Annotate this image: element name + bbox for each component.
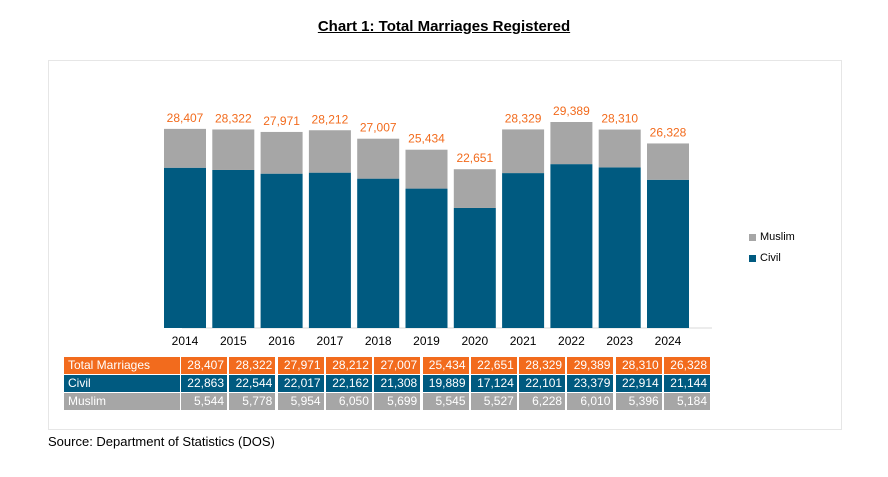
table-cell-civil-2021: 22,101 xyxy=(518,375,566,392)
bar-muslim-2022 xyxy=(550,122,593,165)
table-cell-muslim-2019: 5,545 xyxy=(421,393,469,410)
bar-civil-2022 xyxy=(550,164,593,328)
table-cell-muslim-2018: 5,699 xyxy=(373,393,421,410)
bar-civil-2020 xyxy=(453,207,496,328)
table-cell-muslim-2020: 5,527 xyxy=(469,393,517,410)
table-cell-civil-2014: 22,863 xyxy=(180,375,227,392)
legend-item-civil: Civil xyxy=(749,252,781,264)
table-cell-muslim-2017: 6,050 xyxy=(324,393,372,410)
total-data-label-2019: 25,434 xyxy=(408,132,445,146)
x-tick-label-2015: 2015 xyxy=(220,334,247,348)
bar-civil-2014 xyxy=(164,167,206,328)
table-cell-civil-2017: 22,162 xyxy=(324,375,372,392)
legend-swatch-civil xyxy=(749,254,756,262)
x-tick-label-2020: 2020 xyxy=(461,334,488,348)
legend-swatch-muslim xyxy=(749,233,756,241)
table-cell-muslim-2024: 5,184 xyxy=(663,393,710,410)
table-cell-total-2019: 25,434 xyxy=(421,357,469,374)
bar-muslim-2021 xyxy=(502,129,545,174)
table-cell-total-2020: 22,651 xyxy=(469,357,517,374)
table-cell-civil-2015: 22,544 xyxy=(228,375,276,392)
table-cell-total-2021: 28,329 xyxy=(518,357,566,374)
bar-muslim-2014 xyxy=(164,128,206,168)
table-cell-total-2017: 28,212 xyxy=(324,357,372,374)
bar-muslim-2015 xyxy=(212,129,255,170)
legend-item-muslim: Muslim xyxy=(749,231,795,243)
table-cell-muslim-2021: 6,228 xyxy=(518,393,566,410)
legend-label-civil: Civil xyxy=(760,252,781,264)
x-tick-label-2022: 2022 xyxy=(558,334,585,348)
x-tick-label-2014: 2014 xyxy=(172,334,199,348)
total-data-label-2018: 27,007 xyxy=(360,121,397,135)
table-cell-civil-2023: 22,914 xyxy=(614,375,662,392)
source-note: Source: Department of Statistics (DOS) xyxy=(48,434,275,449)
table-cell-total-2024: 26,328 xyxy=(663,357,710,374)
table-cell-civil-2019: 19,889 xyxy=(421,375,469,392)
table-row-label-civil: Civil xyxy=(64,375,180,392)
total-data-label-2024: 26,328 xyxy=(650,125,687,139)
bar-muslim-2018 xyxy=(357,138,400,179)
x-tick-label-2016: 2016 xyxy=(268,334,295,348)
bar-civil-2021 xyxy=(502,173,545,328)
table-cell-civil-2016: 22,017 xyxy=(276,375,324,392)
total-data-label-2022: 29,389 xyxy=(553,104,590,118)
bar-muslim-2016 xyxy=(260,131,303,174)
total-data-label-2016: 27,971 xyxy=(263,114,300,128)
table-cell-muslim-2022: 6,010 xyxy=(566,393,614,410)
x-tick-label-2023: 2023 xyxy=(606,334,633,348)
bar-muslim-2023 xyxy=(598,129,641,168)
bar-civil-2016 xyxy=(260,173,303,328)
table-cell-civil-2024: 21,144 xyxy=(663,375,710,392)
table-cell-total-2022: 29,389 xyxy=(566,357,614,374)
chart-title: Chart 1: Total Marriages Registered xyxy=(317,18,571,35)
table-cell-total-2018: 27,007 xyxy=(373,357,421,374)
total-data-label-2021: 28,329 xyxy=(505,111,542,125)
bar-civil-2017 xyxy=(308,172,351,328)
table-row-label-total: Total Marriages xyxy=(64,357,180,374)
total-data-label-2023: 28,310 xyxy=(601,112,638,126)
x-tick-label-2024: 2024 xyxy=(655,334,682,348)
table-cell-muslim-2014: 5,544 xyxy=(180,393,227,410)
bar-civil-2018 xyxy=(357,178,400,328)
total-data-label-2020: 22,651 xyxy=(456,151,493,165)
x-tick-label-2021: 2021 xyxy=(510,334,537,348)
bar-civil-2015 xyxy=(212,169,255,328)
table-cell-total-2023: 28,310 xyxy=(614,357,662,374)
total-data-label-2015: 28,322 xyxy=(215,111,252,125)
x-tick-label-2017: 2017 xyxy=(317,334,344,348)
total-data-label-2014: 28,407 xyxy=(167,111,204,125)
bar-muslim-2019 xyxy=(405,149,448,189)
stacked-bar-chart: 28,407 2014 28,322 2015 27,971 2016 28,212 2017… xyxy=(164,104,712,348)
table-cell-civil-2018: 21,308 xyxy=(373,375,421,392)
table-cell-total-2014: 28,407 xyxy=(180,357,227,374)
bar-muslim-2024 xyxy=(647,143,689,180)
bar-muslim-2020 xyxy=(453,169,496,208)
table-cell-total-2015: 28,322 xyxy=(228,357,276,374)
table-cell-civil-2020: 17,124 xyxy=(469,375,517,392)
x-tick-label-2018: 2018 xyxy=(365,334,392,348)
table-cell-muslim-2015: 5,778 xyxy=(228,393,276,410)
table-cell-civil-2022: 23,379 xyxy=(566,375,614,392)
table-row-label-muslim: Muslim xyxy=(64,393,180,410)
legend-label-muslim: Muslim xyxy=(760,231,795,243)
bar-muslim-2017 xyxy=(308,130,351,173)
table-cell-muslim-2023: 5,396 xyxy=(614,393,662,410)
table-cell-muslim-2016: 5,954 xyxy=(276,393,324,410)
bar-civil-2023 xyxy=(598,167,641,328)
total-data-label-2017: 28,212 xyxy=(312,112,349,126)
chart-area: 28,407 2014 28,322 2015 27,971 2016 28,212 2017… xyxy=(48,60,842,430)
bar-civil-2024 xyxy=(647,179,689,328)
table-cell-total-2016: 27,971 xyxy=(276,357,324,374)
x-tick-label-2019: 2019 xyxy=(413,334,440,348)
bar-civil-2019 xyxy=(405,188,448,328)
